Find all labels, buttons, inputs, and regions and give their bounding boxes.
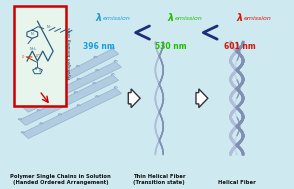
Text: λ: λ [168, 13, 174, 23]
Polygon shape [22, 88, 121, 139]
Text: Helical Fiber: Helical Fiber [218, 180, 256, 184]
Text: O: O [22, 55, 24, 59]
Text: λ: λ [237, 13, 243, 23]
Text: 601 nm: 601 nm [224, 42, 255, 51]
Text: O$^-$: O$^-$ [35, 52, 41, 59]
Text: λ: λ [96, 13, 102, 23]
Text: Thin Helical Fiber
(Transition state): Thin Helical Fiber (Transition state) [133, 174, 186, 184]
FancyArrow shape [196, 89, 208, 108]
Polygon shape [25, 49, 119, 99]
Text: N: N [31, 32, 34, 36]
Polygon shape [22, 62, 121, 112]
Text: H: H [39, 69, 41, 74]
FancyBboxPatch shape [14, 6, 66, 106]
Text: emission: emission [175, 16, 203, 21]
Text: N: N [35, 67, 37, 71]
Polygon shape [19, 75, 118, 125]
Text: emission: emission [103, 16, 131, 21]
Text: Hydrogen bonding sites: Hydrogen bonding sites [68, 27, 72, 79]
Text: 530 nm: 530 nm [155, 42, 186, 51]
Text: emission: emission [244, 16, 272, 21]
Text: N$^+$: N$^+$ [46, 24, 53, 32]
Text: 396 nm: 396 nm [83, 42, 115, 51]
Text: NH$_2$: NH$_2$ [29, 45, 37, 53]
Text: Polymer Single Chains in Solution
(Handed Ordered Arrangement): Polymer Single Chains in Solution (Hande… [10, 174, 111, 184]
FancyArrow shape [128, 89, 140, 108]
